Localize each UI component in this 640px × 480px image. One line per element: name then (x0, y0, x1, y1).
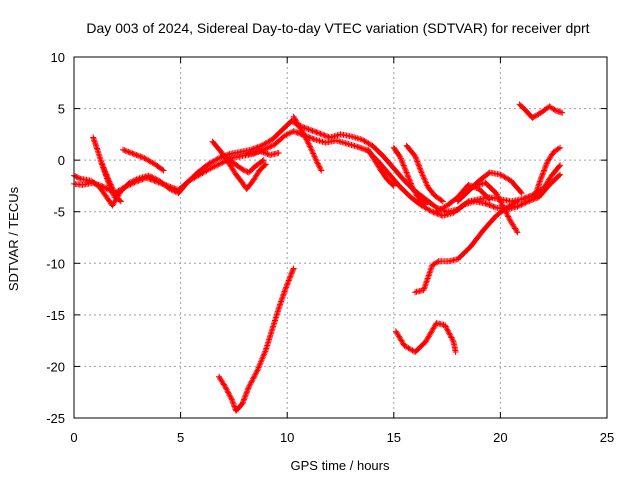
series-arc-s (392, 320, 459, 355)
series-arc-d (98, 160, 124, 205)
data-marks (216, 265, 297, 414)
y-tick-label: -15 (46, 308, 65, 323)
x-tick-label: 15 (387, 430, 401, 445)
data-marks (433, 181, 493, 215)
y-tick-label: 0 (58, 153, 65, 168)
series-arc-o (433, 181, 493, 215)
x-tick-label: 25 (600, 430, 614, 445)
gridlines (74, 57, 607, 418)
data-marks (365, 146, 397, 189)
data-marks (531, 144, 564, 201)
data-marks (290, 113, 325, 174)
y-tick-label: -20 (46, 359, 65, 374)
y-tick-label: -10 (46, 256, 65, 271)
series-arc-m (454, 169, 525, 205)
series-arc-k (390, 144, 429, 208)
x-tick-label: 0 (70, 430, 77, 445)
series-arc-g (220, 153, 267, 176)
y-tick-label: -5 (53, 205, 65, 220)
plot-frame (73, 56, 608, 419)
series-layer (71, 101, 566, 414)
series-arc-j (365, 146, 397, 189)
axis-ticks: 0 5 10 15 20 25 -25 -20 -15 -10 -5 0 5 10 (46, 50, 614, 445)
series-arc-i (290, 113, 325, 174)
series-arc-l (403, 142, 446, 205)
data-marks (403, 142, 446, 205)
chart-title: Day 003 of 2024, Sidereal Day-to-day VTE… (86, 20, 589, 36)
y-axis-label: SDTVAR / TECUs (6, 186, 21, 291)
x-tick-label: 5 (177, 430, 184, 445)
data-marks (412, 198, 521, 296)
series-arc-e (120, 146, 167, 174)
data-marks (516, 101, 566, 121)
series-arc-r (216, 265, 297, 414)
data-marks (120, 146, 167, 174)
data-marks (220, 153, 267, 176)
series-arc-q (531, 144, 564, 201)
series-arc-t (412, 198, 521, 296)
data-marks (454, 169, 525, 205)
series-arc-h (245, 147, 282, 158)
data-marks (390, 144, 429, 208)
data-marks (98, 160, 124, 205)
data-marks (245, 147, 282, 158)
y-tick-label: -25 (46, 411, 65, 426)
y-tick-label: 10 (51, 50, 65, 65)
x-tick-label: 10 (280, 430, 294, 445)
x-tick-label: 20 (493, 430, 507, 445)
x-axis-label: GPS time / hours (291, 458, 390, 473)
series-arc-p (516, 101, 566, 121)
data-marks (392, 320, 459, 355)
y-tick-label: 5 (58, 102, 65, 117)
